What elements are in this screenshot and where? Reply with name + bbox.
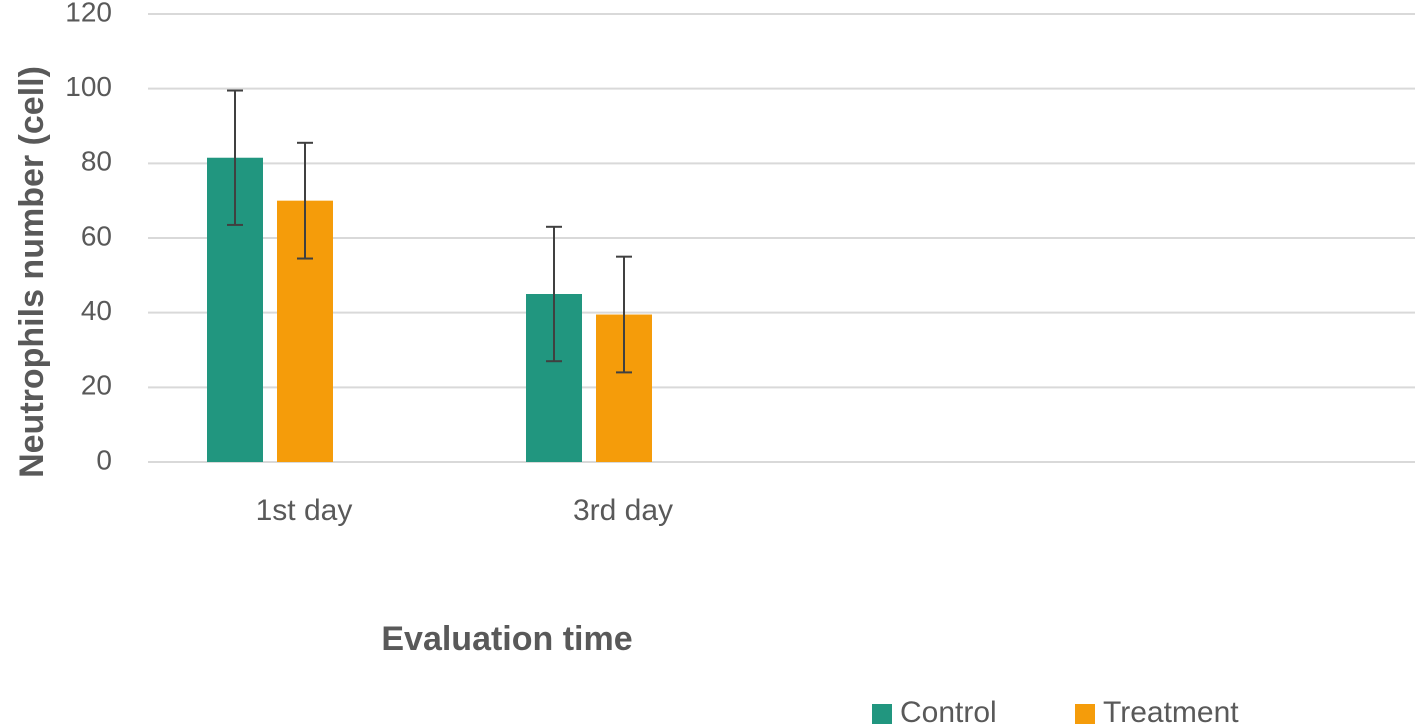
y-tick-label: 100 [65, 71, 112, 102]
category-labels: 1st day 3rd day [256, 494, 673, 527]
legend-label-control: Control [900, 696, 997, 727]
gridlines [148, 13, 1415, 463]
y-tick-label: 0 [96, 444, 112, 475]
x-category-label: 1st day [256, 494, 353, 527]
y-tick-label: 20 [81, 370, 112, 401]
y-tick-label: 60 [81, 220, 112, 251]
y-axis-title: Neutrophils number (cell) [13, 66, 51, 478]
y-tick-labels: 0 20 40 60 80 100 120 [65, 0, 112, 475]
legend-label-treatment: Treatment [1103, 696, 1239, 727]
bars [207, 157, 652, 462]
y-tick-label: 40 [81, 295, 112, 326]
y-tick-label: 120 [65, 0, 112, 27]
x-axis-title: Evaluation time [381, 620, 632, 658]
legend-swatch-treatment [1075, 704, 1095, 724]
x-category-label: 3rd day [573, 494, 673, 527]
legend-swatch-control [872, 704, 892, 724]
legend: Control Treatment [872, 696, 1239, 727]
y-tick-label: 80 [81, 146, 112, 177]
error-bars [227, 89, 632, 374]
